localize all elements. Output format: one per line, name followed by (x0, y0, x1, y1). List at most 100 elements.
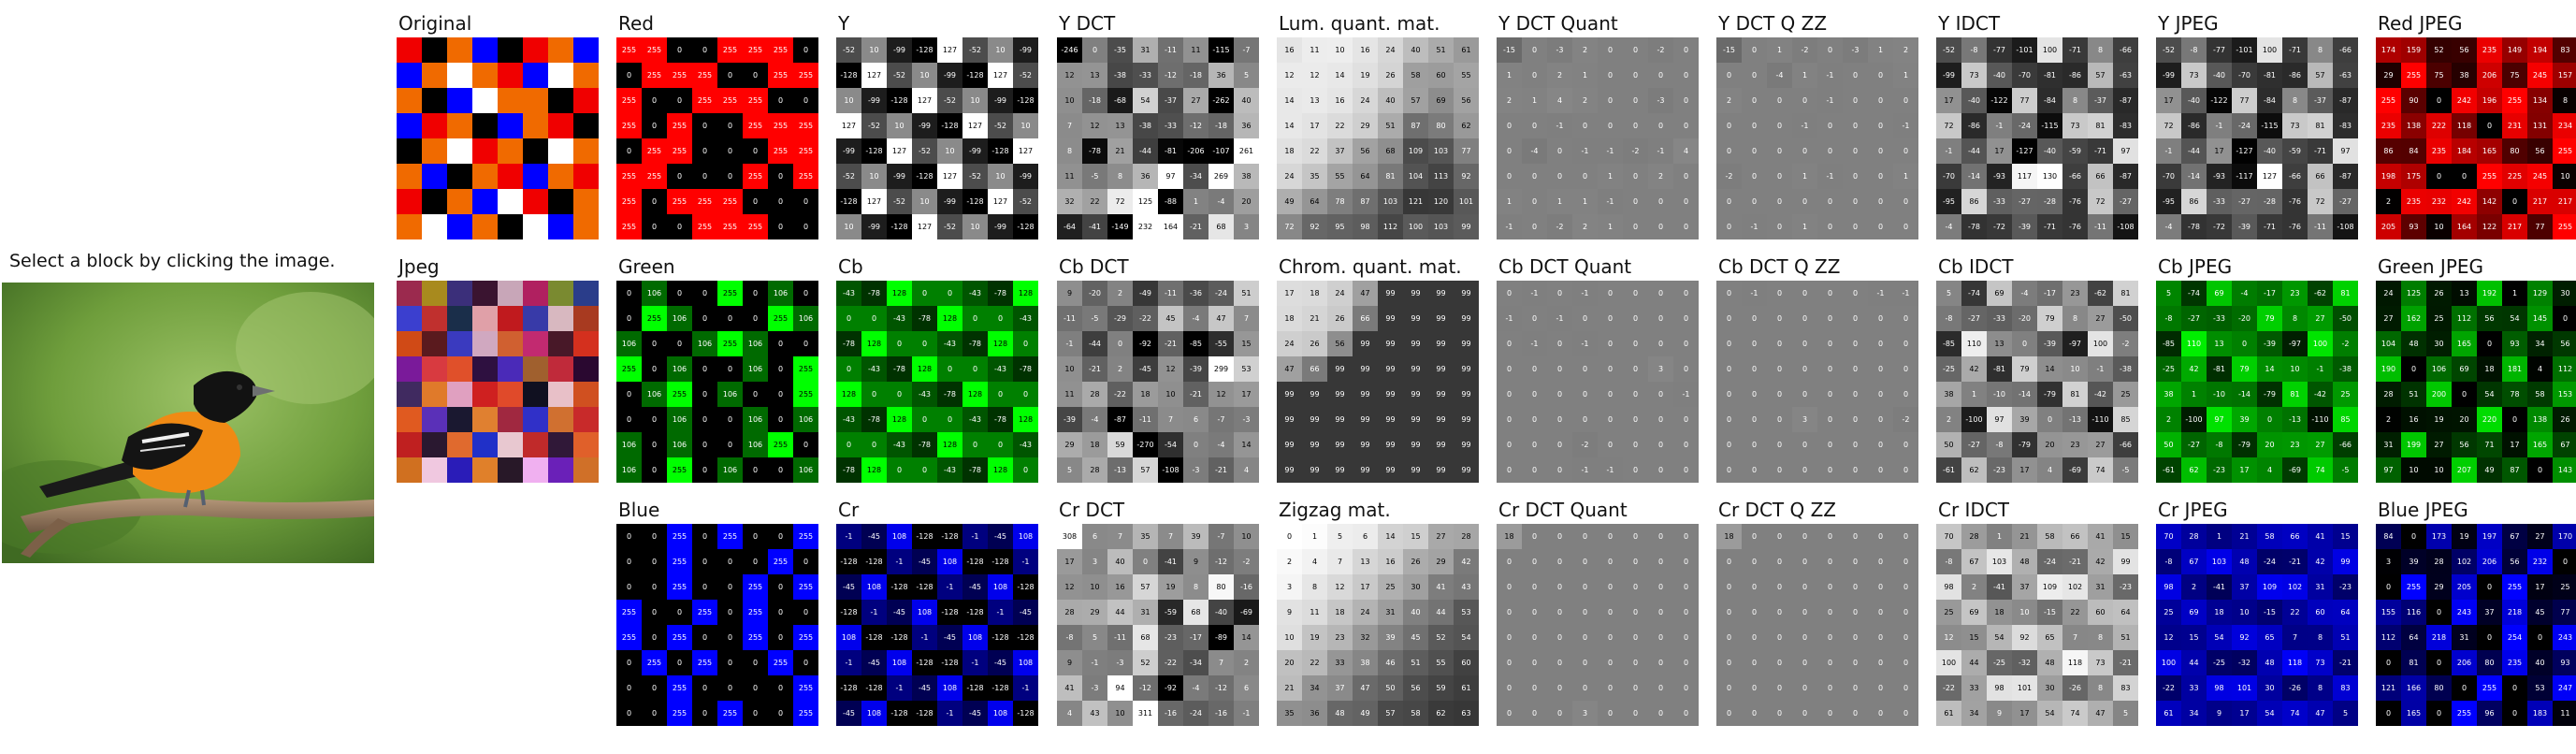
value-cell: 0 (1817, 331, 1843, 356)
value-cell: 104 (1403, 164, 1428, 189)
value-cell: 8 (2088, 675, 2113, 701)
value-cell: 56 (1454, 88, 1479, 113)
value-cell: -81 (1987, 356, 2012, 382)
value-cell: 255 (768, 432, 793, 457)
value-cell: 255 (743, 625, 768, 650)
value-cell: 0 (1183, 432, 1208, 457)
value-cell: 255 (667, 524, 692, 549)
value-cell: -43 (887, 306, 912, 331)
value-cell: 99 (1378, 457, 1403, 483)
value-cell: 13 (1987, 331, 2012, 356)
value-cell: 0 (1767, 650, 1792, 675)
value-cell: 0 (743, 189, 768, 214)
pixel-cell (523, 88, 548, 113)
value-cell: 60 (2308, 600, 2333, 625)
value-cell: 0 (1522, 356, 1547, 382)
value-cell: 0 (1648, 574, 1673, 600)
value-cell: 99 (1403, 382, 1428, 407)
value-cell: 0 (1623, 625, 1648, 650)
pixel-cell (422, 214, 447, 239)
value-cell: -26 (2062, 675, 2088, 701)
value-cell: 125 (2401, 281, 2426, 306)
value-cell: 220 (2477, 407, 2502, 432)
value-cell: -1 (1497, 306, 1522, 331)
value-cell: 85 (2333, 407, 2358, 432)
value-cell: 17 (2012, 701, 2037, 726)
value-cell: 65 (2037, 625, 2062, 650)
value-cell: 106 (667, 432, 692, 457)
value-cell: 0 (1522, 214, 1547, 239)
value-cell: -23 (2333, 574, 2358, 600)
value-cell: 81 (2088, 113, 2113, 138)
value-cell: 0 (667, 650, 692, 675)
value-cell: 0 (1522, 37, 1547, 63)
value-cell: 0 (1623, 432, 1648, 457)
pixel-cell (523, 407, 548, 432)
value-cell: 0 (1792, 382, 1817, 407)
value-cell: 0 (1767, 164, 1792, 189)
value-cell: 127 (861, 189, 887, 214)
value-cell: 92 (1302, 214, 1327, 239)
value-cell: 255 (793, 701, 818, 726)
value-cell: 0 (1868, 113, 1893, 138)
value-cell: 0 (616, 675, 642, 701)
value-cell: -79 (2257, 382, 2282, 407)
value-cell: 103 (1987, 549, 2012, 574)
value-cell: -66 (2333, 37, 2358, 63)
block-grid-cbdctq: 0 -1 0 -1 0 0 0 0 -1 0 -1 0 0 0 0 0 0 -1 0 -1 0 0 0 0 0 0 0 0 0 0 3 0 0 0… (1497, 281, 1699, 483)
pixel-cell (397, 457, 422, 483)
value-cell: 101 (2012, 675, 2037, 701)
value-cell: 57 (1403, 88, 1428, 113)
value-cell: 99 (1277, 382, 1302, 407)
value-cell: 0 (2401, 356, 2426, 382)
value-cell: 127 (836, 113, 861, 138)
value-cell: -128 (988, 625, 1013, 650)
block-grid-crjpeg: 70 28 1 21 58 66 41 15 -8 67 103 48 -24 -21 42 99 98 2 -41… (2156, 524, 2358, 726)
value-cell: -1 (1742, 214, 1767, 239)
value-cell: 28 (1454, 524, 1479, 549)
value-cell: 96 (2477, 701, 2502, 726)
pixel-cell (422, 457, 447, 483)
value-cell: 86 (2181, 189, 2207, 214)
value-cell: 0 (1767, 574, 1792, 600)
value-cell: 0 (1598, 37, 1623, 63)
value-cell: 31 (2452, 625, 2477, 650)
pixel-cell (498, 356, 523, 382)
value-cell: 0 (1673, 214, 1699, 239)
value-cell: 0 (1522, 524, 1547, 549)
value-cell: -128 (836, 675, 861, 701)
value-cell: 109 (2257, 574, 2282, 600)
pixel-cell (523, 37, 548, 63)
value-cell: -69 (2062, 457, 2088, 483)
pixel-cell (447, 457, 472, 483)
value-cell: 235 (2426, 138, 2452, 164)
value-cell: 0 (768, 189, 793, 214)
value-cell: 6 (1082, 524, 1107, 549)
value-cell: 13 (1082, 63, 1107, 88)
value-cell: 28 (2181, 524, 2207, 549)
value-cell: -1 (988, 600, 1013, 625)
value-cell: 14 (2257, 356, 2282, 382)
value-cell: -1 (1572, 457, 1598, 483)
value-cell: 0 (1716, 382, 1742, 407)
source-photo[interactable] (2, 283, 374, 563)
pixel-cell (397, 37, 422, 63)
value-cell: 109 (2037, 574, 2062, 600)
value-cell: 0 (1843, 701, 1868, 726)
block-grid-green: 0 106 0 0 255 0 106 0 0 255 106 0 0 0 255 106 106 0 0 106 25… (616, 281, 818, 483)
value-cell: 72 (1936, 113, 1961, 138)
value-cell: 92 (2012, 625, 2037, 650)
pixel-cell (498, 113, 523, 138)
value-cell: 33 (1327, 650, 1353, 675)
pixel-cell (498, 457, 523, 483)
value-cell: -21 (1183, 382, 1208, 407)
value-cell: 128 (937, 432, 962, 457)
value-cell: 22 (1302, 138, 1327, 164)
value-cell: -84 (2257, 88, 2282, 113)
value-cell: 1 (2181, 382, 2207, 407)
value-cell: 22 (1327, 113, 1353, 138)
value-cell: -52 (2156, 37, 2181, 63)
value-cell: 0 (1547, 281, 1572, 306)
value-cell: 69 (1961, 600, 1987, 625)
value-cell: 26 (2553, 407, 2576, 432)
